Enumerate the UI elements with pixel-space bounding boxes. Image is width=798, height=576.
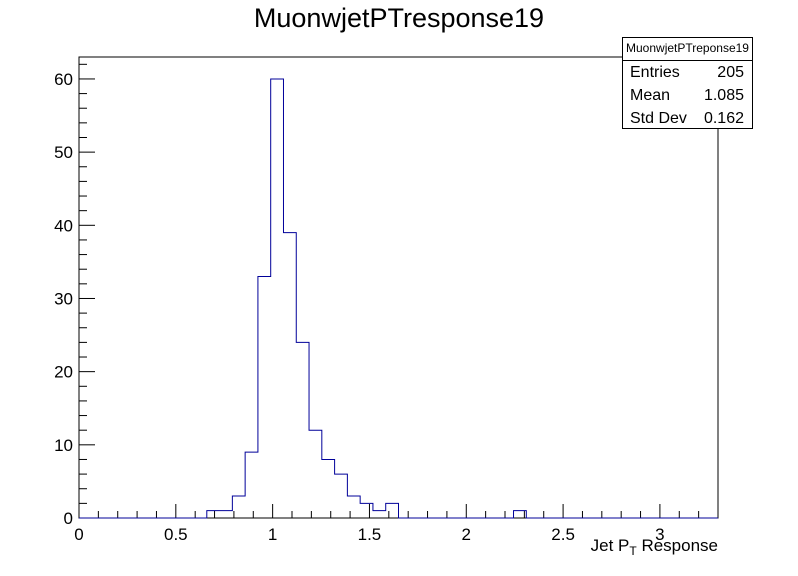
x-tick-label: 0.5: [164, 525, 188, 544]
chart-title: MuonwjetPTresponse19: [253, 3, 545, 33]
x-tick-label: 3: [655, 525, 664, 544]
y-tick-label: 40: [54, 216, 73, 235]
stats-label: Std Dev: [630, 110, 687, 127]
stats-row-entries: Entries 205: [623, 61, 752, 84]
x-axis-label: Jet PT Response: [591, 536, 718, 558]
x-axis-label-main: Jet P: [590, 536, 630, 555]
y-tick-label: 30: [54, 289, 73, 308]
y-tick-label: 60: [54, 70, 73, 89]
x-axis-label-suffix: Response: [636, 536, 718, 555]
x-tick-label: 2: [462, 525, 471, 544]
y-tick-label: 50: [54, 143, 73, 162]
x-tick-label: 2.5: [551, 525, 575, 544]
y-tick-label: 20: [54, 363, 73, 382]
x-axis-label-subscript: T: [629, 544, 637, 558]
histogram-line: [79, 78, 718, 519]
stats-value: 205: [717, 64, 744, 81]
x-axis-ticks: 0 0.5 1 1.5 2 2.5 3: [74, 504, 665, 544]
stats-value: 0.162: [703, 110, 744, 127]
minor-ticks: [79, 63, 719, 518]
y-tick-label: 10: [54, 436, 73, 455]
stats-box: MuonwjetPTreponse19 Entries 205 Mean 1.0…: [622, 37, 753, 129]
stats-label: Mean: [630, 87, 671, 104]
x-tick-label: 1.5: [358, 525, 382, 544]
stats-row-stddev: Std Dev 0.162: [623, 107, 752, 130]
x-tick-label: 1: [268, 525, 277, 544]
y-tick-label: 0: [64, 509, 73, 528]
y-axis-ticks: 0 10 20 30 40 50 60: [54, 70, 95, 528]
stats-value: 1.085: [703, 87, 744, 104]
stats-row-mean: Mean 1.085: [623, 84, 752, 107]
stats-title: MuonwjetPTreponse19: [623, 38, 752, 61]
x-tick-label: 0: [74, 525, 83, 544]
stats-label: Entries: [630, 64, 680, 81]
